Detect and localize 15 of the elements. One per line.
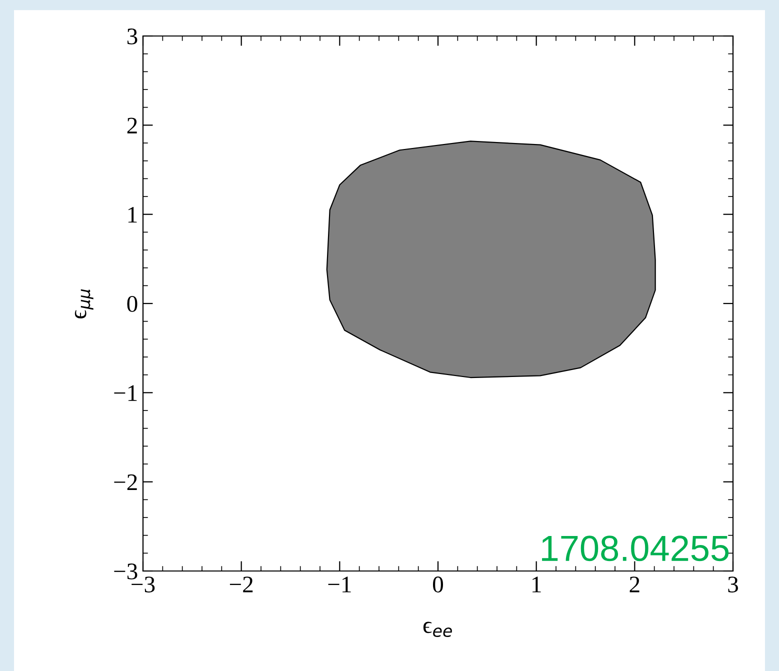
annotation: 1708.04255 bbox=[542, 536, 729, 562]
x-tick-label: −2 bbox=[230, 576, 253, 592]
x-axis-title: ϵ$_{ee}$ bbox=[423, 622, 452, 638]
y-tick-label: −2 bbox=[114, 474, 137, 490]
y-tick-label: −1 bbox=[114, 385, 137, 401]
x-tick-label: −1 bbox=[328, 576, 351, 592]
y-tick-label: 3 bbox=[127, 28, 138, 44]
y-axis-title: ϵ$_{μμ}$ bbox=[74, 289, 94, 318]
y-tick-label: 2 bbox=[127, 118, 137, 134]
y-tick-label: 1 bbox=[128, 206, 137, 223]
x-tick-label: 1 bbox=[532, 576, 541, 592]
y-tick-label: 0 bbox=[127, 296, 138, 312]
x-tick-label: 0 bbox=[432, 576, 444, 592]
x-tick-label: 2 bbox=[630, 576, 640, 592]
x-tick-label: 3 bbox=[728, 576, 738, 592]
